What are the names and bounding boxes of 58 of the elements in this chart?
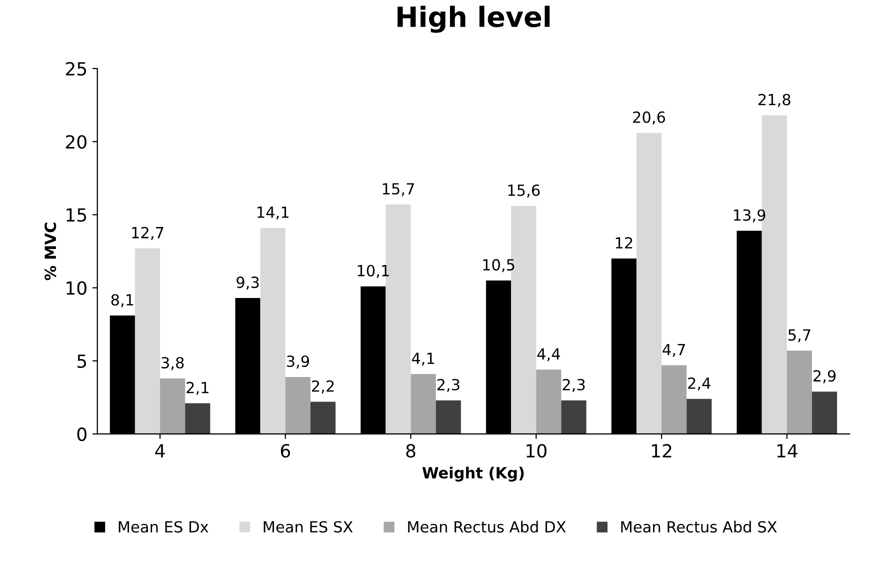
bar — [536, 370, 562, 434]
bar — [185, 403, 210, 434]
x-tick-label: 10 — [526, 444, 546, 458]
data-label: 3,9 — [286, 355, 310, 369]
data-label: 5,7 — [788, 329, 810, 342]
bar — [260, 228, 286, 434]
data-label: 10,5 — [483, 259, 514, 272]
bar — [285, 376, 310, 434]
bar — [662, 365, 687, 434]
chart-title: High level — [398, 6, 550, 33]
data-label: 2,4 — [688, 377, 710, 391]
data-label: 15,7 — [382, 183, 414, 196]
legend-label: Mean ES SX — [264, 521, 353, 533]
bar — [134, 248, 160, 434]
data-label: 4,1 — [412, 352, 434, 366]
data-label: 10,1 — [358, 264, 389, 278]
legend-label: Mean Rectus Abd DX — [408, 520, 566, 533]
bar — [310, 402, 336, 434]
bar — [436, 400, 461, 434]
data-label: 9,3 — [236, 276, 259, 290]
y-tick-label: 5 — [78, 354, 86, 368]
bar — [160, 378, 186, 434]
x-tick-label: 6 — [280, 444, 290, 458]
bar — [410, 374, 436, 434]
data-label: 2,9 — [813, 370, 836, 384]
data-label: 2,1 — [186, 382, 208, 395]
legend-label: Mean Rectus Abd SX — [621, 520, 777, 533]
x-tick-label: 12 — [652, 444, 672, 458]
data-label: 2,3 — [437, 378, 460, 392]
data-label: 12,7 — [132, 226, 164, 240]
y-axis-title: % MVC — [44, 222, 56, 280]
data-label: 3,8 — [162, 356, 184, 370]
data-label: 13,9 — [734, 209, 766, 222]
data-label: 12 — [616, 237, 632, 248]
x-axis-title: Weight (Kg) — [422, 466, 524, 482]
y-tick-label: 0 — [77, 427, 86, 442]
bar — [786, 350, 812, 434]
y-tick-label: 25 — [66, 62, 86, 76]
data-label: 2,2 — [312, 380, 334, 394]
data-label: 2,3 — [562, 378, 585, 392]
bar — [812, 392, 838, 434]
data-label: 4,4 — [537, 348, 560, 362]
y-tick-label: 20 — [66, 135, 86, 149]
data-label: 4,7 — [662, 344, 685, 357]
data-label: 15,6 — [508, 184, 540, 198]
bar — [636, 132, 662, 434]
y-tick-label: 15 — [66, 208, 86, 222]
bar — [561, 400, 586, 434]
data-label: 14,1 — [258, 206, 288, 220]
y-tick-label: 10 — [66, 281, 86, 295]
bar — [686, 398, 712, 434]
legend-label: Mean ES Dx — [118, 521, 208, 533]
x-tick-label: 8 — [406, 444, 416, 458]
x-tick-label: 14 — [777, 444, 798, 458]
x-tick-label: 4 — [155, 444, 165, 458]
data-label: 21,8 — [758, 94, 790, 107]
data-label: 8,1 — [111, 294, 134, 308]
data-label: 20,6 — [633, 111, 666, 124]
